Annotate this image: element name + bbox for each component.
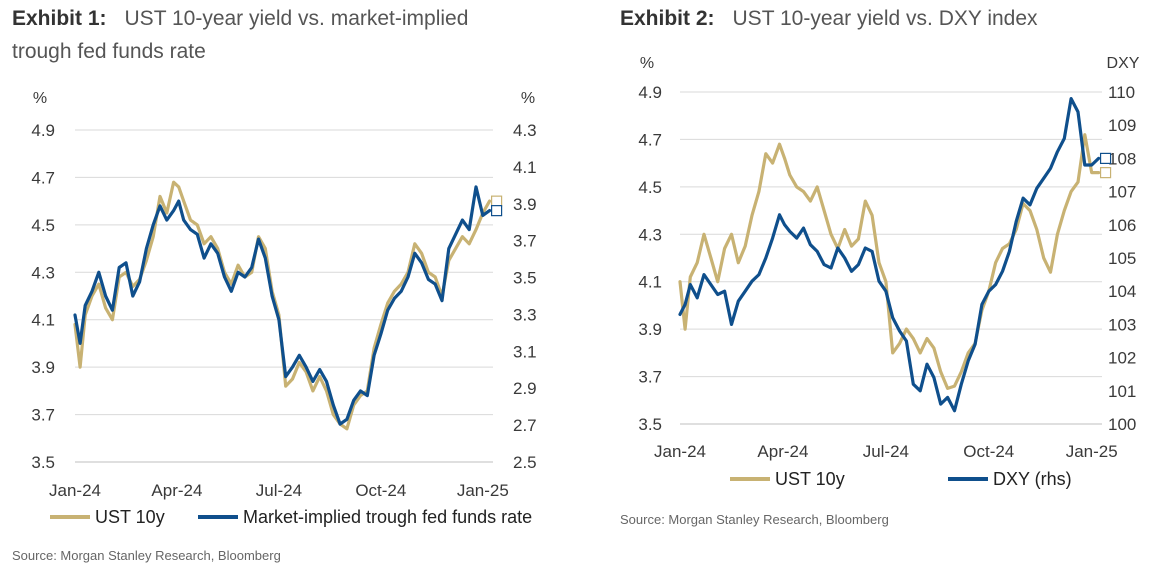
right-axis-tick-label: 107	[1108, 183, 1136, 202]
exhibit-1-chart: 3.5 3.7 3.9 4.1 4.3 4.5 4.7 4.9 2.5 2.7 2.9 3.1 3.3 3…	[31, 90, 537, 527]
exhibit-2-chart: 3.5 3.7 3.9 4.1 4.3 4.5 4.7 4.9 100 101 102 103 104 1…	[638, 55, 1140, 489]
right-axis-tick-label: 105	[1108, 249, 1136, 268]
legend-label: UST 10y	[95, 507, 165, 527]
legend-label: DXY (rhs)	[993, 469, 1072, 489]
x-axis-tick-label: Jan-25	[457, 481, 509, 500]
series-line-0	[73, 180, 492, 431]
right-axis-tick-label: 3.3	[513, 305, 537, 324]
left-axis-tick-label: 4.3	[31, 263, 55, 282]
exhibit-1-source: Source: Morgan Stanley Research, Bloombe…	[12, 548, 281, 563]
right-axis-tick-label: 3.1	[513, 342, 537, 361]
left-axis-tick-label: 4.5	[638, 178, 662, 197]
left-axis-tick-label: 3.7	[638, 368, 662, 387]
legend-label: UST 10y	[775, 469, 845, 489]
left-axis-tick-label: 4.7	[638, 130, 662, 149]
exhibit-2-title-line1: UST 10-year yield vs. DXY index	[732, 7, 1038, 30]
exhibit-2-title: Exhibit 2: UST 10-year yield vs. DXY inde…	[620, 2, 1038, 35]
left-axis-tick-label: 4.9	[31, 121, 55, 140]
left-axis-tick-label: 4.3	[638, 225, 662, 244]
right-axis-tick-label: 3.5	[513, 269, 537, 288]
right-axis-tick-label: 3.9	[513, 195, 537, 214]
right-axis-tick-label: 4.1	[513, 158, 537, 177]
right-axis-tick-label: 102	[1108, 349, 1136, 368]
gridlines	[75, 129, 493, 463]
right-axis-tick-label: 103	[1108, 315, 1136, 334]
series-line-1	[678, 96, 1101, 413]
x-axis-tick-label: Oct-24	[355, 481, 406, 500]
exhibit-1-title-line1: UST 10-year yield vs. market-implied	[124, 7, 469, 30]
right-axis-tick-label: 110	[1108, 83, 1135, 102]
right-axis-tick-label: 109	[1108, 116, 1136, 135]
left-axis-tick-label: 4.9	[638, 83, 662, 102]
x-axis-tick-label: Oct-24	[963, 442, 1014, 461]
right-axis-tick-label: 2.7	[513, 416, 537, 435]
left-axis-tick-label: 4.1	[638, 273, 662, 292]
x-axis-tick-label: Apr-24	[757, 442, 808, 461]
exhibit-1: Exhibit 1: UST 10-year yield vs. market-i…	[0, 0, 580, 577]
exhibit-2-number: Exhibit 2:	[620, 7, 715, 30]
left-axis-unit: %	[33, 90, 47, 107]
right-axis-unit: %	[521, 90, 535, 107]
left-axis-tick-label: 3.7	[31, 406, 55, 425]
right-axis-tick-label: 106	[1108, 216, 1136, 235]
x-axis-tick-label: Jan-25	[1066, 442, 1118, 461]
left-axis-tick-label: 3.5	[31, 453, 55, 472]
right-axis-tick-label: 100	[1108, 415, 1136, 434]
right-axis-tick-label: 4.3	[513, 121, 537, 140]
x-axis-tick-label: Jul-24	[863, 442, 909, 461]
exhibit-1-title-line2: trough fed funds rate	[12, 40, 206, 63]
legend-label: Market-implied trough fed funds rate	[243, 507, 532, 527]
right-axis-tick-label: 104	[1108, 282, 1136, 301]
left-axis-tick-label: 3.9	[31, 358, 55, 377]
right-axis-tick-label: 3.7	[513, 232, 537, 251]
exhibit-2: Exhibit 2: UST 10-year yield vs. DXY inde…	[580, 0, 1168, 577]
exhibit-1-title: Exhibit 1: UST 10-year yield vs. market-i…	[12, 2, 468, 68]
series-line-1	[73, 185, 492, 426]
gridlines	[680, 91, 1102, 425]
left-axis-tick-label: 4.1	[31, 311, 55, 330]
series-end-marker	[491, 205, 503, 217]
right-axis-tick-label: 2.9	[513, 379, 537, 398]
x-axis-tick-label: Apr-24	[151, 481, 202, 500]
series-end-marker	[491, 195, 503, 207]
x-axis-tick-label: Jan-24	[49, 481, 101, 500]
right-axis-tick-label: 108	[1108, 149, 1136, 168]
left-axis-tick-label: 4.7	[31, 168, 55, 187]
right-axis-tick-label: 2.5	[513, 453, 537, 472]
left-axis-tick-label: 3.9	[638, 320, 662, 339]
series-line-0	[678, 133, 1101, 390]
left-axis-unit: %	[640, 55, 654, 72]
right-axis-tick-label: 101	[1108, 382, 1136, 401]
x-axis-tick-label: Jul-24	[256, 481, 302, 500]
left-axis-tick-label: 3.5	[638, 415, 662, 434]
x-axis-tick-label: Jan-24	[654, 442, 706, 461]
exhibit-2-source: Source: Morgan Stanley Research, Bloombe…	[620, 512, 889, 527]
right-axis-unit: DXY	[1107, 55, 1140, 72]
series-end-marker	[1099, 167, 1112, 179]
series-end-marker	[1099, 152, 1112, 164]
left-axis-tick-label: 4.5	[31, 216, 55, 235]
exhibit-1-number: Exhibit 1:	[12, 7, 107, 30]
